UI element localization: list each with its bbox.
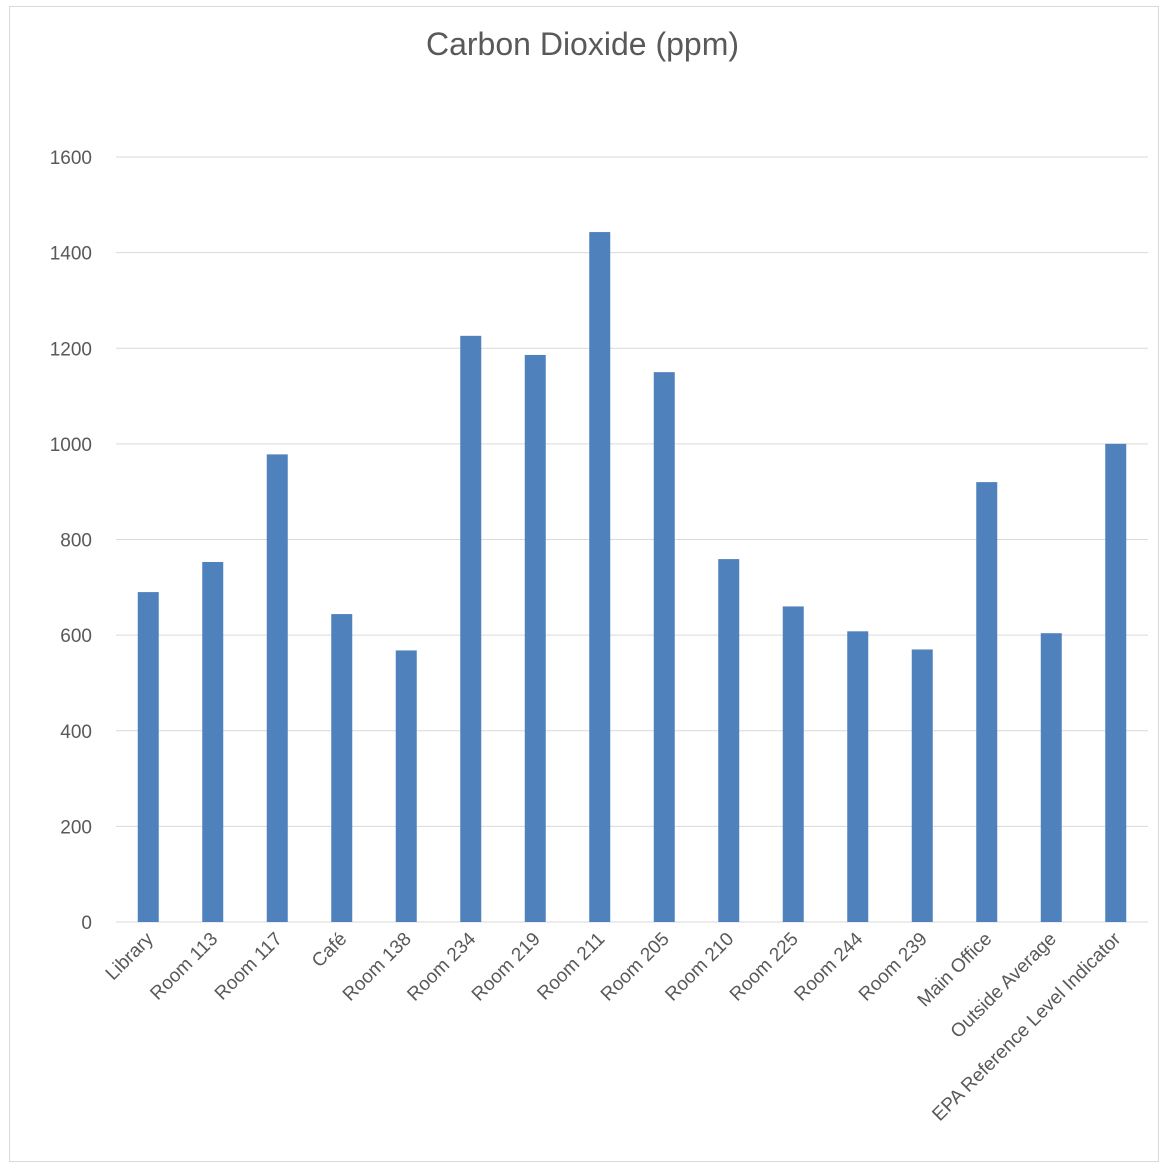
y-tick-label: 1000: [50, 435, 92, 456]
bar: [460, 335, 482, 923]
bar: [202, 561, 224, 922]
chart-frame: [9, 6, 1159, 1162]
gridlines: [116, 156, 1148, 923]
y-tick-label: 200: [60, 817, 92, 838]
y-tick-label: 800: [60, 531, 92, 552]
y-tick-label: 600: [60, 626, 92, 647]
bar: [137, 592, 159, 922]
bar: [976, 482, 998, 922]
bar: [331, 614, 353, 922]
x-category-label: Room 234: [403, 928, 480, 1005]
x-category-label: Café: [308, 929, 351, 972]
bar: [266, 454, 288, 922]
chart-title: Carbon Dioxide (ppm): [425, 26, 739, 62]
y-tick-label: 1600: [50, 148, 92, 169]
bar: [524, 354, 546, 923]
bar: [847, 631, 869, 922]
bars: [137, 232, 1127, 923]
bar: [1105, 443, 1127, 922]
x-category-label: Room 205: [597, 929, 674, 1006]
x-category-label: Room 244: [790, 928, 867, 1005]
x-category-label: Room 219: [468, 929, 545, 1006]
x-category-label: Room 113: [146, 929, 222, 1005]
x-category-label: Room 225: [726, 929, 803, 1006]
bar: [653, 372, 675, 922]
x-category-label: Room 210: [661, 929, 738, 1006]
y-tick-label: 400: [60, 722, 92, 743]
x-category-label: Room 117: [211, 929, 287, 1005]
bar: [718, 559, 740, 922]
y-tick-label: 0: [81, 913, 92, 934]
bar: [395, 650, 417, 922]
y-tick-label: 1200: [50, 339, 92, 360]
bar: [589, 232, 611, 923]
bar: [1040, 633, 1062, 922]
x-category-label: Room 211: [533, 929, 609, 1005]
x-category-label: Library: [102, 928, 158, 984]
bar: [782, 606, 804, 922]
y-tick-label: 1400: [50, 244, 92, 265]
x-category-label: Room 138: [339, 929, 416, 1006]
y-axis-tick-labels: 0 200 400 600 800 1000 1200 1400 1600: [50, 148, 92, 934]
bar: [911, 649, 933, 922]
